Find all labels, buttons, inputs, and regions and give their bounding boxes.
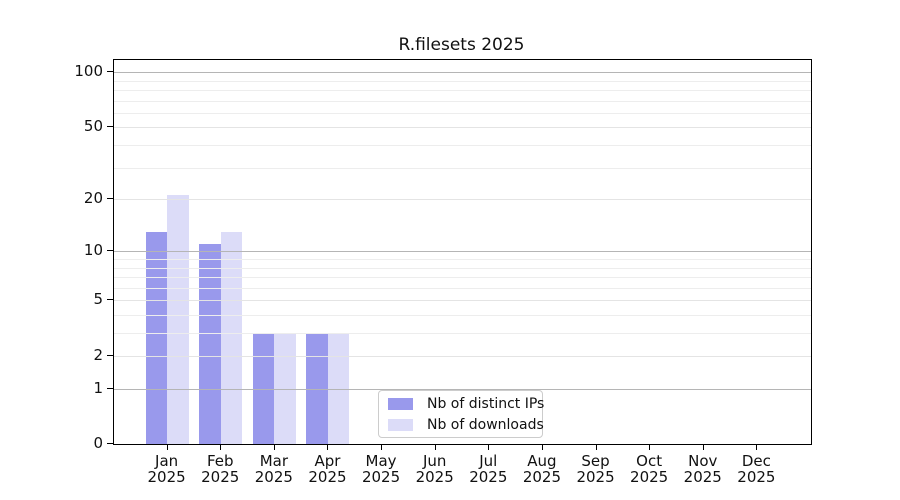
gridline-decade: [114, 389, 811, 390]
x-tick-label-jan: Jan 2025: [147, 452, 186, 486]
gridline-minor: [114, 333, 811, 335]
gridline-minor: [114, 90, 811, 92]
y-tick-mark: [107, 355, 113, 357]
y-tick-mark: [107, 126, 113, 128]
x-tick-label-aug: Aug 2025: [522, 452, 562, 486]
plot-area: [113, 59, 812, 445]
x-tick-label-nov: Nov 2025: [683, 452, 722, 486]
x-tick-mark: [541, 444, 543, 450]
legend-item-downloads: Nb of downloads: [388, 417, 544, 433]
y-tick-mark: [107, 299, 113, 301]
legend-label-downloads: Nb of downloads: [427, 416, 544, 433]
x-tick-mark: [488, 444, 490, 450]
x-tick-label-sep: Sep 2025: [576, 452, 615, 486]
y-tick-label: 10: [83, 241, 103, 260]
y-tick-mark: [107, 71, 113, 73]
bar-feb-downloads: [220, 231, 243, 444]
bar-mar-downloads: [274, 333, 296, 444]
bar-feb-distinct-ips: [199, 244, 221, 444]
gridline-minor: [114, 287, 811, 289]
y-tick-mark: [107, 443, 113, 444]
y-tick-label: 5: [93, 290, 103, 309]
x-tick-mark: [595, 444, 597, 450]
gridline-minor: [114, 267, 811, 269]
x-tick-label-may: May 2025: [361, 452, 401, 486]
x-tick-mark: [434, 444, 436, 450]
x-tick-label-apr: Apr 2025: [308, 452, 347, 486]
x-tick-mark: [220, 444, 222, 450]
gridline-decade: [114, 72, 811, 74]
gridline-minor: [114, 259, 811, 260]
y-tick-label: 2: [93, 346, 103, 365]
gridline-minor: [114, 112, 811, 114]
x-tick-mark: [702, 444, 704, 450]
x-tick-label-jun: Jun 2025: [415, 452, 454, 486]
x-tick-mark: [756, 444, 758, 450]
legend-label-distinct-ips: Nb of distinct IPs: [427, 395, 545, 412]
gridline-minor: [114, 145, 811, 147]
gridline-minor: [114, 80, 811, 82]
gridline-major: [114, 199, 811, 201]
x-tick-label-jul: Jul 2025: [469, 452, 508, 486]
chart-title: R.filesets 2025: [398, 35, 525, 55]
legend-swatch-downloads: [388, 418, 413, 431]
gridline-minor: [114, 100, 811, 102]
legend-item-distinct-ips: Nb of distinct IPs: [388, 396, 544, 412]
y-tick-mark: [107, 250, 113, 252]
gridline-minor: [114, 167, 811, 169]
bar-apr-downloads: [327, 333, 350, 444]
gridline-minor: [114, 314, 811, 316]
gridline-minor: [114, 277, 811, 279]
x-tick-mark: [381, 444, 383, 450]
y-tick-label: 20: [83, 189, 103, 208]
gridline-major: [114, 300, 811, 302]
legend: Nb of distinct IPs Nb of downloads: [378, 390, 544, 438]
legend-swatch-distinct-ips: [388, 397, 413, 410]
y-tick-label: 100: [74, 62, 103, 81]
x-tick-mark: [649, 444, 651, 450]
bar-apr-distinct-ips: [306, 333, 328, 444]
gridline-decade: [114, 251, 811, 253]
y-tick-label: 50: [83, 117, 103, 136]
gridline-major: [114, 127, 811, 129]
y-tick-mark: [107, 198, 113, 200]
x-tick-label-mar: Mar 2025: [254, 452, 293, 486]
y-tick-label: 1: [93, 379, 103, 397]
x-tick-mark: [273, 444, 275, 450]
x-tick-label-oct: Oct 2025: [630, 452, 669, 486]
x-tick-mark: [327, 444, 329, 450]
x-tick-mark: [166, 444, 168, 450]
bar-mar-distinct-ips: [252, 333, 275, 444]
x-tick-label-dec: Dec 2025: [737, 452, 776, 486]
x-tick-label-feb: Feb 2025: [201, 452, 240, 486]
gridline-major: [114, 356, 811, 358]
bar-jan-distinct-ips: [145, 231, 168, 444]
y-tick-label: 0: [93, 434, 103, 452]
y-tick-mark: [107, 388, 113, 389]
bar-jan-downloads: [167, 195, 189, 444]
